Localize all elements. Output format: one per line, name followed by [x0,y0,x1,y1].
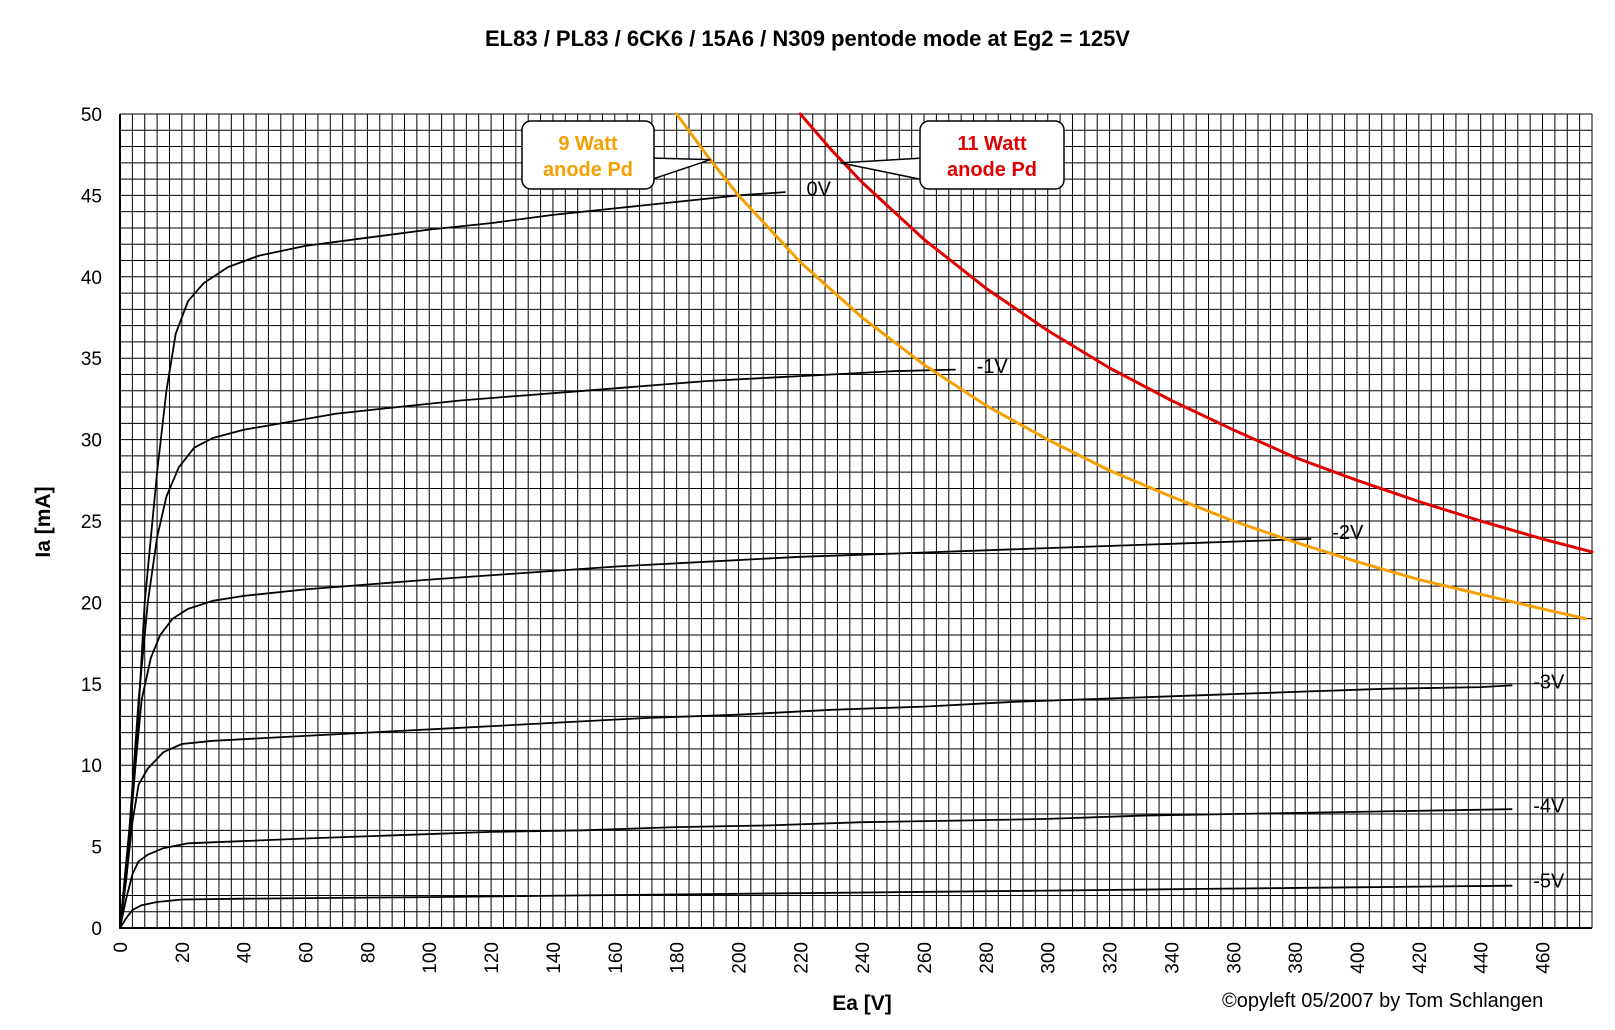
x-tick-label: 460 [1534,942,1555,974]
grid-voltage-curve [119,808,1513,929]
x-axis-label: Ea [V] [832,992,892,1015]
callout-11w-line1: 11 Watt [957,133,1027,155]
x-tick-label: 80 [358,942,379,963]
y-tick-label: 30 [81,431,102,452]
y-tick-label: 10 [81,756,102,777]
callout-9w: 9 Watt anode Pd [521,120,711,190]
curve-label-g5: -5V [1533,870,1565,892]
y-tick-label: 45 [81,186,102,207]
grid-voltage-curve [119,884,1513,929]
callout-11w-box [919,120,1065,190]
callout-11w-pointer [840,157,925,181]
y-tick-label: 15 [81,675,102,696]
callouts: 9 Watt anode Pd 11 Watt anode Pd [521,120,1065,190]
x-tick-label: 280 [977,942,998,974]
grid-voltage-curve [119,191,786,929]
power-curve-9w [675,112,1588,621]
x-tick-label: 300 [1039,942,1060,974]
callout-11w-line2: anode Pd [947,159,1037,181]
x-tick-label: 360 [1224,942,1245,974]
x-tick-label: 240 [853,942,874,974]
x-tick-label: 220 [791,942,812,974]
chart-title: EL83 / PL83 / 6CK6 / 15A6 / N309 pentode… [485,26,1130,51]
curves [119,112,1594,929]
y-tick-label: 5 [91,838,102,859]
callout-9w-line2: anode Pd [543,159,633,181]
x-tick-label: 200 [729,942,750,974]
x-tick-label: 20 [173,942,194,963]
y-tick-label: 50 [81,105,102,126]
curve-label-g1: -1V [977,356,1009,378]
callout-9w-box [521,120,655,190]
grid-voltage-curve [119,684,1513,929]
x-tick-label: 320 [1101,942,1122,974]
curve-label-g4: -4V [1533,795,1565,817]
power-curve-11w [798,112,1594,554]
callout-9w-line1: 9 Watt [558,133,618,155]
x-tick-label: 120 [482,942,503,974]
x-tick-label: 40 [235,942,256,963]
x-tick-label: 400 [1348,942,1369,974]
y-tick-label: 25 [81,512,102,533]
x-tick-label: 420 [1410,942,1431,974]
curve-label-g0: 0V [807,178,832,200]
x-tick-label: 380 [1286,942,1307,974]
x-tick-label: 160 [606,942,627,974]
x-tick-label: 60 [297,942,318,963]
callout-11w: 11 Watt anode Pd [840,120,1065,190]
y-tick-label: 20 [81,593,102,614]
y-axis-label: Ia [mA] [32,486,55,557]
y-tick-label: 35 [81,349,102,370]
copyright-credit: ©opyleft 05/2007 by Tom Schlangen [1222,990,1544,1012]
x-tick-label: 260 [915,942,936,974]
x-tick-label: 440 [1472,942,1493,974]
x-tick-label: 140 [544,942,565,974]
curve-label-g2: -2V [1332,522,1364,544]
x-tick-label: 100 [420,942,441,974]
x-tick-label: 0 [111,942,132,953]
y-tick-label: 0 [91,919,102,940]
x-tick-label: 180 [668,942,689,974]
curve-label-g3: -3V [1533,672,1565,694]
curve-labels: 0V -1V -2V -3V -4V -5V [807,178,1566,892]
x-tick-label: 340 [1162,942,1183,974]
y-tick-label: 40 [81,268,102,289]
grid-voltage-curve [119,368,956,929]
axis-ticks: 0 5 10 15 20 25 30 35 40 45 50 0 20 40 60 80 100 120 140 16… [81,105,1555,974]
grid [119,113,1593,929]
grid-voltage-curve [119,538,1312,929]
